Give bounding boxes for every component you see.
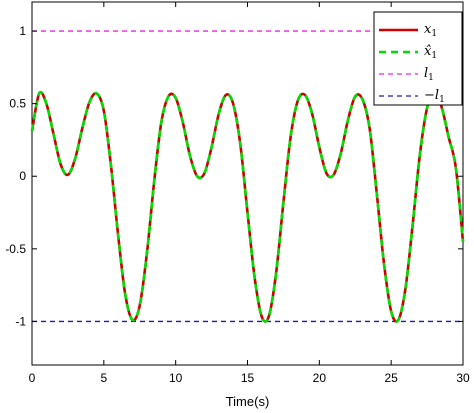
legend-label-l1: l1 (424, 66, 434, 83)
x-axis: 0 5 10 15 20 25 30 (29, 2, 470, 385)
y-tick-label: -0.5 (5, 242, 26, 256)
legend-label-x1: x1 (424, 22, 437, 39)
legend-label-x1_hat: x̂1 (424, 44, 437, 61)
x-tick-label: 15 (241, 371, 255, 385)
x-axis-label: Time(s) (226, 394, 270, 409)
y-axis: 1 0.5 0 -0.5 -1 (5, 24, 463, 328)
x-tick-label: 10 (169, 371, 183, 385)
x-tick-label: 5 (100, 371, 107, 385)
x-tick-label: 25 (384, 371, 398, 385)
x-tick-label: 20 (313, 371, 327, 385)
legend-items: x1 x̂1 l1 −l1 (379, 22, 445, 105)
x-tick-label: 30 (456, 371, 470, 385)
series-layer (30, 30, 465, 323)
series-line-x1_hat (30, 90, 465, 323)
y-tick-label: 1 (19, 24, 26, 38)
legend-label--l1: −l1 (424, 88, 445, 105)
y-tick-label: -1 (15, 314, 26, 328)
y-tick-label: 0.5 (9, 97, 26, 111)
x-tick-label: 0 (29, 371, 36, 385)
y-tick-label: 0 (19, 169, 26, 183)
legend-box (373, 11, 463, 106)
legend: x1 x̂1 l1 −l1 (373, 11, 463, 106)
